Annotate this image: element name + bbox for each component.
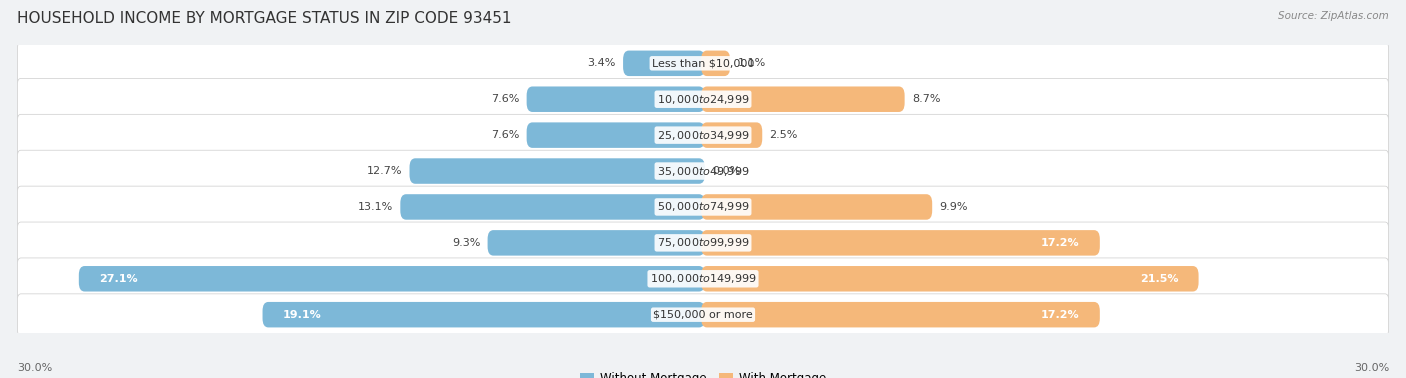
FancyBboxPatch shape xyxy=(702,122,762,148)
Text: $50,000 to $74,999: $50,000 to $74,999 xyxy=(657,200,749,214)
Text: 21.5%: 21.5% xyxy=(1140,274,1178,284)
Text: 17.2%: 17.2% xyxy=(1040,310,1080,320)
FancyBboxPatch shape xyxy=(17,294,1389,336)
Text: $35,000 to $49,999: $35,000 to $49,999 xyxy=(657,164,749,178)
Text: 27.1%: 27.1% xyxy=(98,274,138,284)
Text: 19.1%: 19.1% xyxy=(283,310,322,320)
Text: 30.0%: 30.0% xyxy=(17,363,52,373)
FancyBboxPatch shape xyxy=(17,222,1389,264)
FancyBboxPatch shape xyxy=(527,122,704,148)
Text: 3.4%: 3.4% xyxy=(588,58,616,68)
Text: Source: ZipAtlas.com: Source: ZipAtlas.com xyxy=(1278,11,1389,21)
Legend: Without Mortgage, With Mortgage: Without Mortgage, With Mortgage xyxy=(575,367,831,378)
Text: $100,000 to $149,999: $100,000 to $149,999 xyxy=(650,272,756,285)
FancyBboxPatch shape xyxy=(263,302,704,327)
Text: 2.5%: 2.5% xyxy=(769,130,799,140)
Text: 1.1%: 1.1% xyxy=(738,58,766,68)
Text: HOUSEHOLD INCOME BY MORTGAGE STATUS IN ZIP CODE 93451: HOUSEHOLD INCOME BY MORTGAGE STATUS IN Z… xyxy=(17,11,512,26)
FancyBboxPatch shape xyxy=(527,87,704,112)
FancyBboxPatch shape xyxy=(623,51,704,76)
Text: 0.0%: 0.0% xyxy=(713,166,741,176)
Text: 9.9%: 9.9% xyxy=(939,202,969,212)
FancyBboxPatch shape xyxy=(17,114,1389,156)
FancyBboxPatch shape xyxy=(702,87,904,112)
FancyBboxPatch shape xyxy=(702,194,932,220)
Text: 8.7%: 8.7% xyxy=(912,94,941,104)
FancyBboxPatch shape xyxy=(702,230,1099,256)
FancyBboxPatch shape xyxy=(488,230,704,256)
FancyBboxPatch shape xyxy=(702,51,730,76)
Text: 9.3%: 9.3% xyxy=(451,238,481,248)
FancyBboxPatch shape xyxy=(17,78,1389,120)
Text: $25,000 to $34,999: $25,000 to $34,999 xyxy=(657,129,749,142)
Text: $10,000 to $24,999: $10,000 to $24,999 xyxy=(657,93,749,106)
Text: 7.6%: 7.6% xyxy=(491,94,519,104)
Text: 12.7%: 12.7% xyxy=(367,166,402,176)
FancyBboxPatch shape xyxy=(702,302,1099,327)
Text: 30.0%: 30.0% xyxy=(1354,363,1389,373)
FancyBboxPatch shape xyxy=(17,150,1389,192)
FancyBboxPatch shape xyxy=(17,186,1389,228)
FancyBboxPatch shape xyxy=(17,258,1389,300)
Text: 13.1%: 13.1% xyxy=(357,202,392,212)
Text: 7.6%: 7.6% xyxy=(491,130,519,140)
Text: $75,000 to $99,999: $75,000 to $99,999 xyxy=(657,236,749,249)
FancyBboxPatch shape xyxy=(409,158,704,184)
Text: $150,000 or more: $150,000 or more xyxy=(654,310,752,320)
FancyBboxPatch shape xyxy=(401,194,704,220)
FancyBboxPatch shape xyxy=(79,266,704,291)
FancyBboxPatch shape xyxy=(17,42,1389,84)
FancyBboxPatch shape xyxy=(702,266,1198,291)
Text: Less than $10,000: Less than $10,000 xyxy=(652,58,754,68)
Text: 17.2%: 17.2% xyxy=(1040,238,1080,248)
